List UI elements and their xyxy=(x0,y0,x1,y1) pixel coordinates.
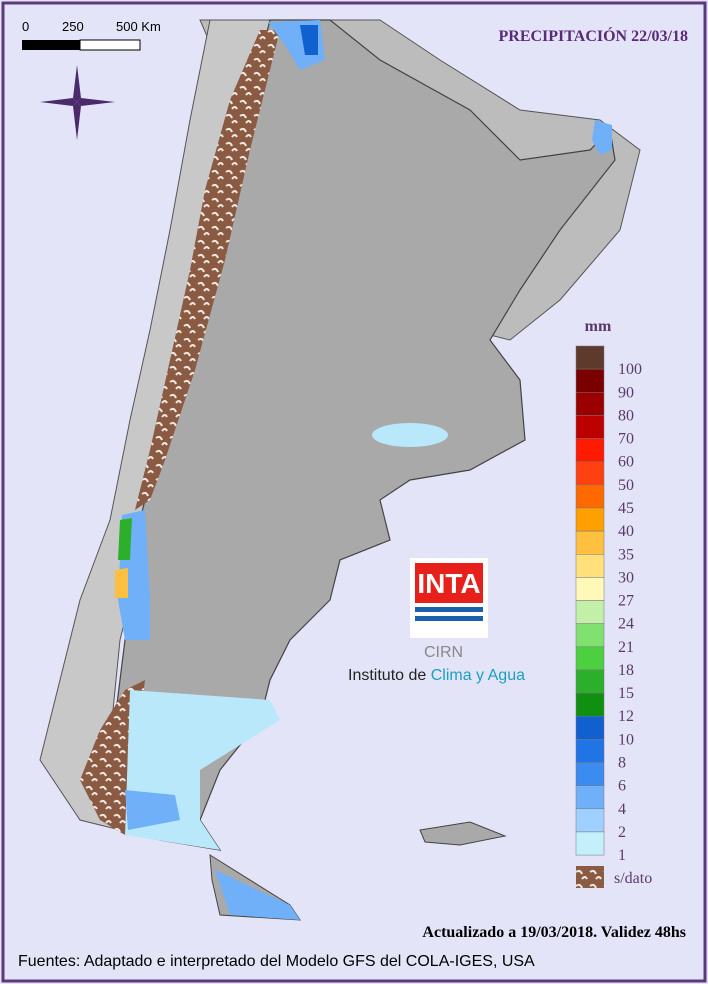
legend-swatch xyxy=(575,692,605,717)
precip-area xyxy=(300,25,318,55)
logo-institute-text: Instituto de xyxy=(348,667,431,684)
logo-red xyxy=(415,563,483,603)
legend-swatch xyxy=(575,785,605,810)
scale-label: 250 xyxy=(62,19,84,34)
legend-label: 90 xyxy=(618,384,634,401)
legend-label: 70 xyxy=(618,431,634,448)
footer-sources: Fuentes: Adaptado e interpretado del Mod… xyxy=(18,953,535,970)
legend-title: mm xyxy=(585,318,612,335)
legend-swatch xyxy=(575,739,605,763)
precip-area xyxy=(592,120,612,155)
legend-swatch xyxy=(575,669,605,694)
legend-swatch xyxy=(575,415,605,439)
legend-swatch xyxy=(575,577,605,601)
logo-institute: Instituto de Clima y Agua xyxy=(348,667,525,684)
legend-swatch xyxy=(575,600,605,624)
legend-no-data-swatch xyxy=(576,866,604,888)
legend-label: 50 xyxy=(618,477,634,494)
legend-swatch xyxy=(575,392,605,416)
no-data-area xyxy=(135,30,280,510)
legend-label: 30 xyxy=(618,569,634,586)
logo-brand: INTA xyxy=(417,568,480,599)
legend-swatch xyxy=(575,646,605,671)
legend-label: 15 xyxy=(618,685,634,702)
legend-label: 2 xyxy=(618,824,626,841)
legend-label: 4 xyxy=(618,801,626,818)
scale-bar xyxy=(22,40,80,50)
precip-area xyxy=(125,790,180,830)
scale-label: 500 Km xyxy=(116,19,161,34)
legend-label: 60 xyxy=(618,454,634,471)
legend-no-data: s/dato xyxy=(614,870,652,887)
precip-area xyxy=(372,423,448,447)
logo-center: CIRN xyxy=(424,644,463,661)
legend-swatch xyxy=(575,438,605,462)
scale-bar xyxy=(79,39,141,51)
legend-label: 10 xyxy=(618,731,634,748)
legend-label: 40 xyxy=(618,523,634,540)
footer-updated: Actualizado a 19/03/2018. Validez 48hs xyxy=(422,924,686,941)
legend-label: 80 xyxy=(618,407,634,424)
precip-area xyxy=(215,870,300,920)
legend-swatch xyxy=(575,484,605,509)
legend-label: 6 xyxy=(618,778,626,795)
precip-area xyxy=(118,518,132,560)
legend-swatch xyxy=(575,368,605,393)
legend-swatch xyxy=(575,507,605,532)
legend-swatch xyxy=(575,461,605,486)
legend-label: 12 xyxy=(618,708,634,725)
logo-highlight: Clima y Agua xyxy=(431,667,525,684)
legend-label: 21 xyxy=(618,639,634,656)
legend-label: 45 xyxy=(618,500,634,517)
legend-label: 1 xyxy=(618,847,626,864)
islands xyxy=(419,821,507,846)
legend-swatch xyxy=(575,554,605,578)
legend-swatch xyxy=(575,715,605,740)
logo-stripe xyxy=(415,616,483,621)
legend-swatch xyxy=(575,831,605,856)
title: PRECIPITACIÓN 22/03/18 xyxy=(499,26,689,45)
legend-label: 24 xyxy=(618,616,634,633)
legend-label: 100 xyxy=(618,361,642,378)
legend-swatch xyxy=(575,808,605,833)
legend-label: 35 xyxy=(618,546,634,563)
legend-label: 27 xyxy=(618,593,634,610)
compass xyxy=(40,65,115,140)
legend-label: 18 xyxy=(618,662,634,679)
legend-swatch xyxy=(575,762,605,786)
legend-swatch xyxy=(575,530,605,555)
legend-swatch xyxy=(575,345,605,370)
precip-area xyxy=(115,568,128,598)
legend-swatch xyxy=(575,623,605,648)
logo-stripe xyxy=(415,607,483,612)
scale-label: 0 xyxy=(22,19,29,34)
legend-label: 8 xyxy=(618,755,626,772)
